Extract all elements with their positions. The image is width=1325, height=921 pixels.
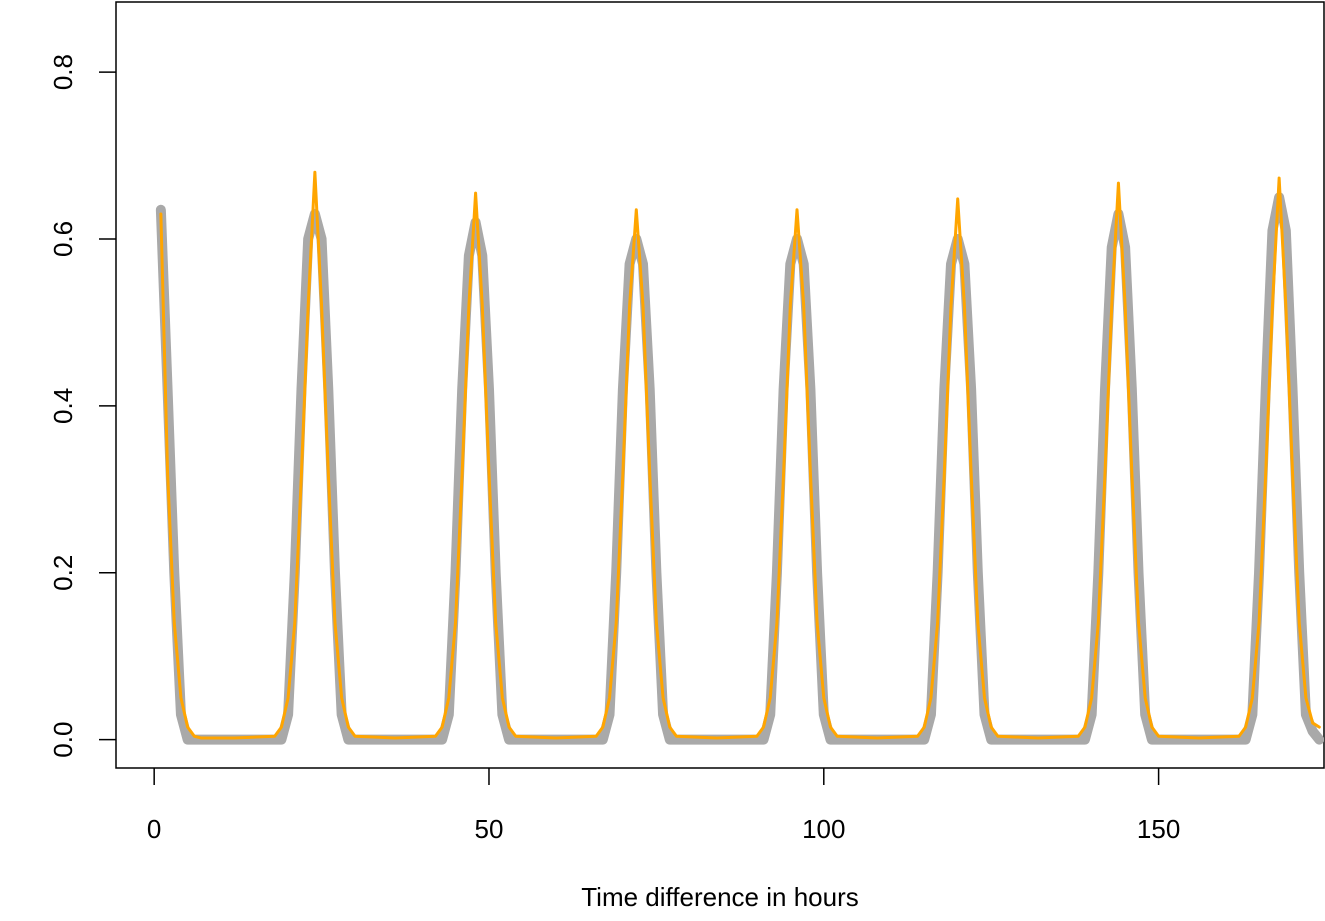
x-tick-label: 50: [475, 814, 504, 844]
y-tick-label: 0.6: [48, 221, 78, 257]
y-tick-label: 0.8: [48, 54, 78, 90]
y-tick-label: 0.2: [48, 555, 78, 591]
y-tick-label: 0.0: [48, 722, 78, 758]
x-tick-label: 0: [147, 814, 161, 844]
y-tick-label: 0.4: [48, 388, 78, 424]
series-line: [159, 170, 1321, 740]
plot-area: [155, 170, 1324, 745]
x-tick-label: 100: [802, 814, 845, 844]
x-axis-label: Time difference in hours: [581, 882, 858, 912]
x-tick-label: 150: [1137, 814, 1180, 844]
plot-frame: [115, 1, 1325, 769]
series-line: [155, 192, 1324, 745]
